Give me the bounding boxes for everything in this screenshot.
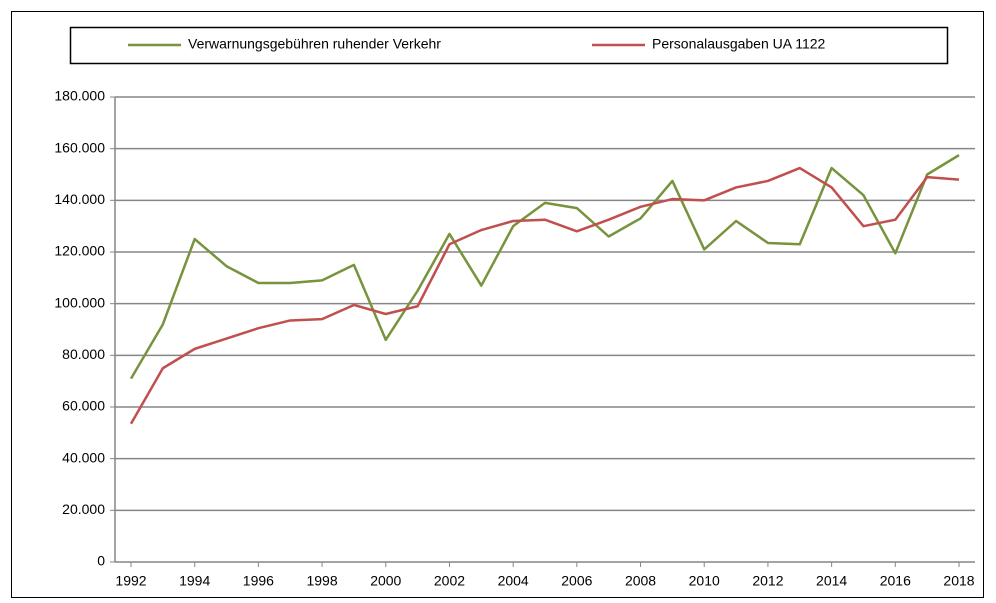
legend-label: Personalausgaben UA 1122 xyxy=(652,36,826,52)
x-tick-label: 2014 xyxy=(816,573,847,589)
x-tick-label: 2004 xyxy=(498,573,529,589)
x-tick-label: 1996 xyxy=(243,573,274,589)
y-tick-label: 20.000 xyxy=(62,501,105,517)
legend-box xyxy=(69,26,949,65)
x-tick-label: 2018 xyxy=(943,573,974,589)
x-tick-label: 2002 xyxy=(434,573,465,589)
x-tick-label: 1992 xyxy=(115,573,146,589)
x-tick-label: 2012 xyxy=(752,573,783,589)
legend: Verwarnungsgebühren ruhender Verkehr Pers… xyxy=(69,26,949,65)
y-tick-label: 60.000 xyxy=(62,398,105,414)
x-tick-label: 1994 xyxy=(179,573,210,589)
x-tick-label: 2000 xyxy=(370,573,401,589)
y-tick-label: 120.000 xyxy=(54,243,105,259)
y-tick-label: 0 xyxy=(97,553,105,569)
chart-border xyxy=(11,11,984,598)
y-tick-label: 160.000 xyxy=(54,139,105,155)
x-tick-label: 2006 xyxy=(561,573,592,589)
x-tick-label: 2008 xyxy=(625,573,656,589)
y-tick-label: 140.000 xyxy=(54,191,105,207)
y-tick-label: 80.000 xyxy=(62,346,105,362)
y-tick-label: 40.000 xyxy=(62,449,105,465)
x-tick-label: 1998 xyxy=(306,573,337,589)
line-series xyxy=(129,154,960,380)
legend-label: Verwarnungsgebühren ruhender Verkehr xyxy=(188,36,441,52)
x-tick-label: 2010 xyxy=(689,573,720,589)
line-series xyxy=(129,166,960,425)
y-tick-label: 100.000 xyxy=(54,294,105,310)
y-tick-label: 180.000 xyxy=(54,88,105,104)
x-tick-label: 2016 xyxy=(880,573,911,589)
